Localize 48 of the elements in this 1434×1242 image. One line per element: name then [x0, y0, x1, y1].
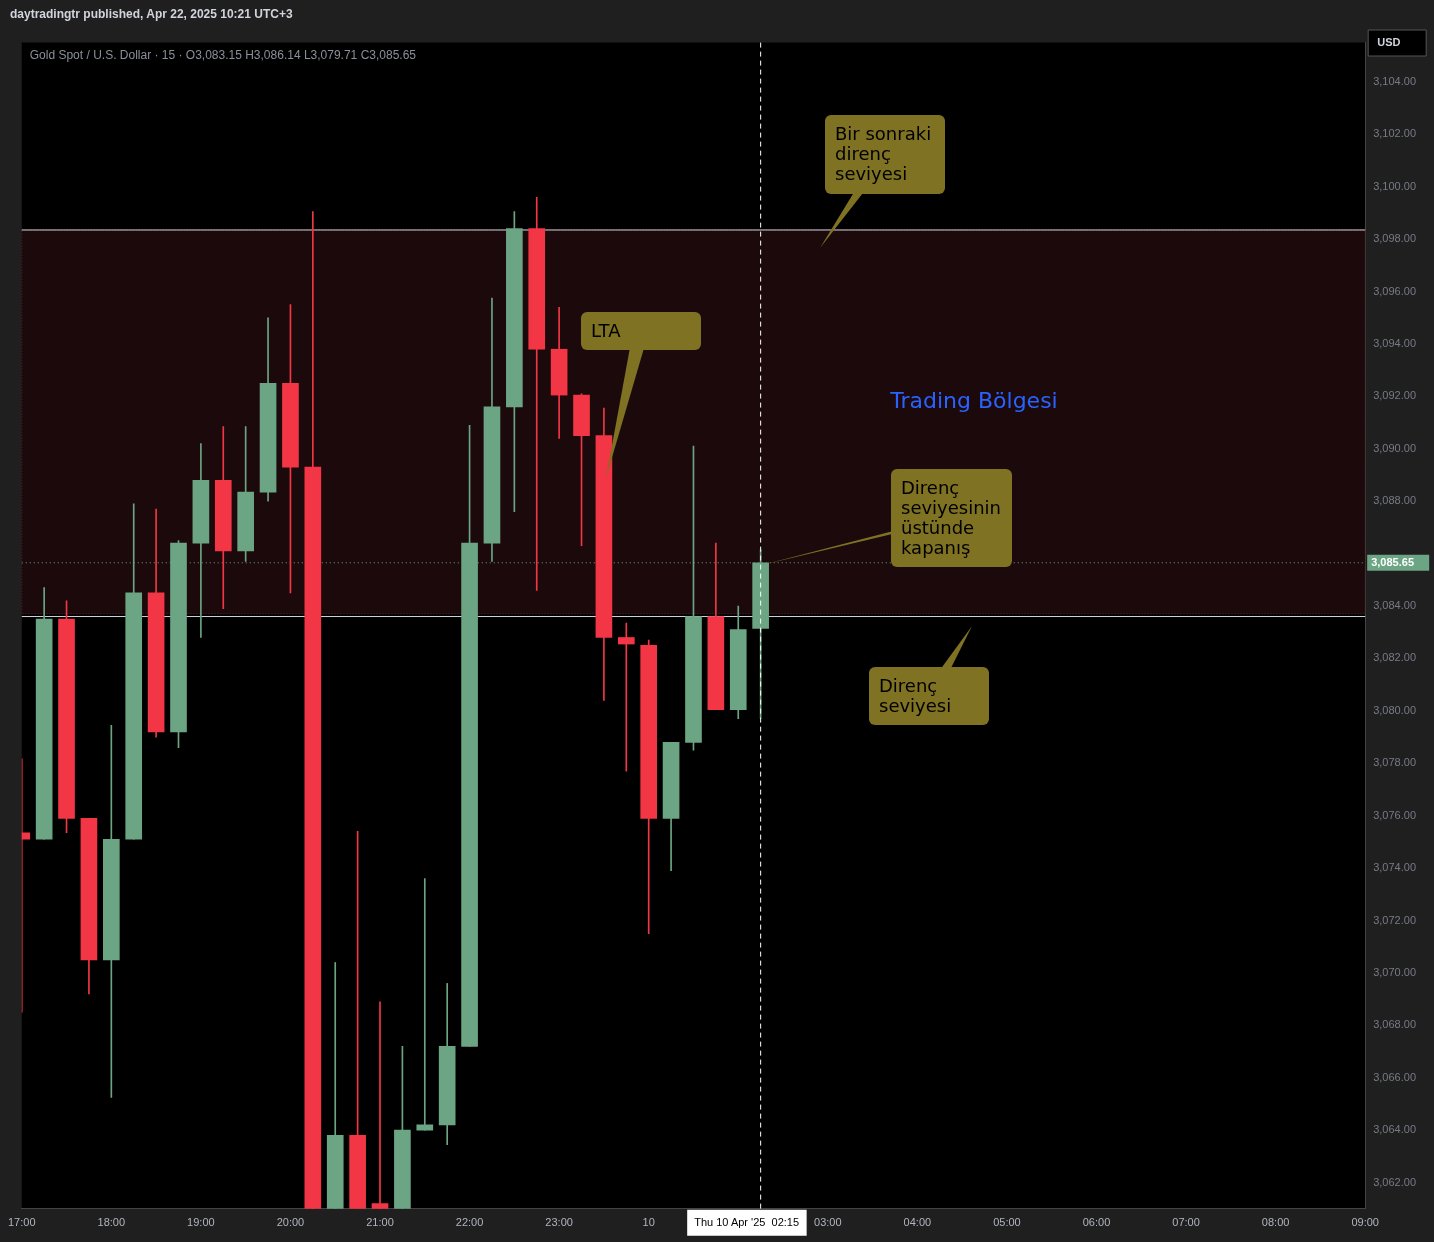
x-tick-label: 06:00: [1082, 1216, 1111, 1229]
annotation: LTA: [591, 320, 622, 341]
x-tick-label: 23:00: [545, 1216, 573, 1229]
x-tick-label: 21:00: [366, 1216, 394, 1229]
x-tick-label: 19:00: [187, 1216, 215, 1229]
text: Thu 10 Apr '25 02:15: [694, 1215, 800, 1228]
y-axis-title: USD: [1377, 36, 1401, 49]
y-tick-label: 3,088.00: [1373, 494, 1417, 507]
x-tick-label: 20:00: [276, 1216, 305, 1229]
annotation: Direnç seviyesi: [879, 675, 953, 716]
y-tick-label: 3,076.00: [1373, 808, 1417, 821]
y-tick-label: 3,066.00: [1373, 1070, 1417, 1083]
y-tick-label: 3,078.00: [1373, 756, 1417, 769]
candlestick: [617, 622, 635, 772]
y-tick-label: 3,090.00: [1373, 441, 1417, 454]
x-tick-label: 22:00: [455, 1216, 484, 1229]
y-tick-label: 3,096.00: [1373, 284, 1417, 297]
x-tick-label: 10: [642, 1216, 655, 1229]
y-tick-label: 3,074.00: [1373, 861, 1417, 874]
candlestick: [416, 878, 434, 1131]
annotation: Bir sonraki direnç seviyesi: [835, 123, 933, 184]
x-tick-label: 17:00: [8, 1216, 36, 1229]
y-tick-label: 3,082.00: [1373, 651, 1417, 664]
y-tick-label: 3,104.00: [1373, 74, 1417, 87]
x-tick-label: 05:00: [993, 1216, 1021, 1229]
y-tick-label: 3,080.00: [1373, 703, 1417, 716]
text: Gold Spot / U.S. Dollar · 15 · O3,083.15 H3,086.14 L3,079.71 C3,085.65: [29, 47, 417, 62]
y-tick-label: 3,102.00: [1373, 127, 1417, 140]
y-tick-label: 3,064.00: [1373, 1123, 1417, 1136]
y-tick-label: 3,092.00: [1373, 389, 1417, 402]
x-tick-label: 09:00: [1351, 1216, 1379, 1229]
y-tick-label: 3,084.00: [1373, 599, 1417, 612]
x-tick-label: 18:00: [97, 1216, 126, 1229]
x-tick-label: 08:00: [1261, 1216, 1290, 1229]
y-tick-label: 3,068.00: [1373, 1018, 1417, 1031]
y-tick-label: 3,098.00: [1373, 232, 1417, 245]
y-tick-label: 3,094.00: [1373, 337, 1417, 350]
ref-line-label: 3,085.65: [1371, 555, 1415, 568]
x-tick-label: 07:00: [1172, 1216, 1200, 1229]
y-tick-label: 3,100.00: [1373, 179, 1417, 192]
y-tick-label: 3,072.00: [1373, 913, 1417, 926]
y-tick-label: 3,062.00: [1373, 1175, 1417, 1188]
x-tick-label: 04:00: [903, 1216, 932, 1229]
chart-subtitle: daytradingtr published, Apr 22, 2025 10:21 UTC+3: [9, 6, 294, 23]
x-tick-label: 03:00: [814, 1216, 842, 1229]
band-label: Trading Bölgesi: [889, 387, 1058, 413]
annotation: Direnç seviyesinin üstünde kapanış: [901, 477, 1003, 558]
y-tick-label: 3,070.00: [1373, 965, 1417, 978]
